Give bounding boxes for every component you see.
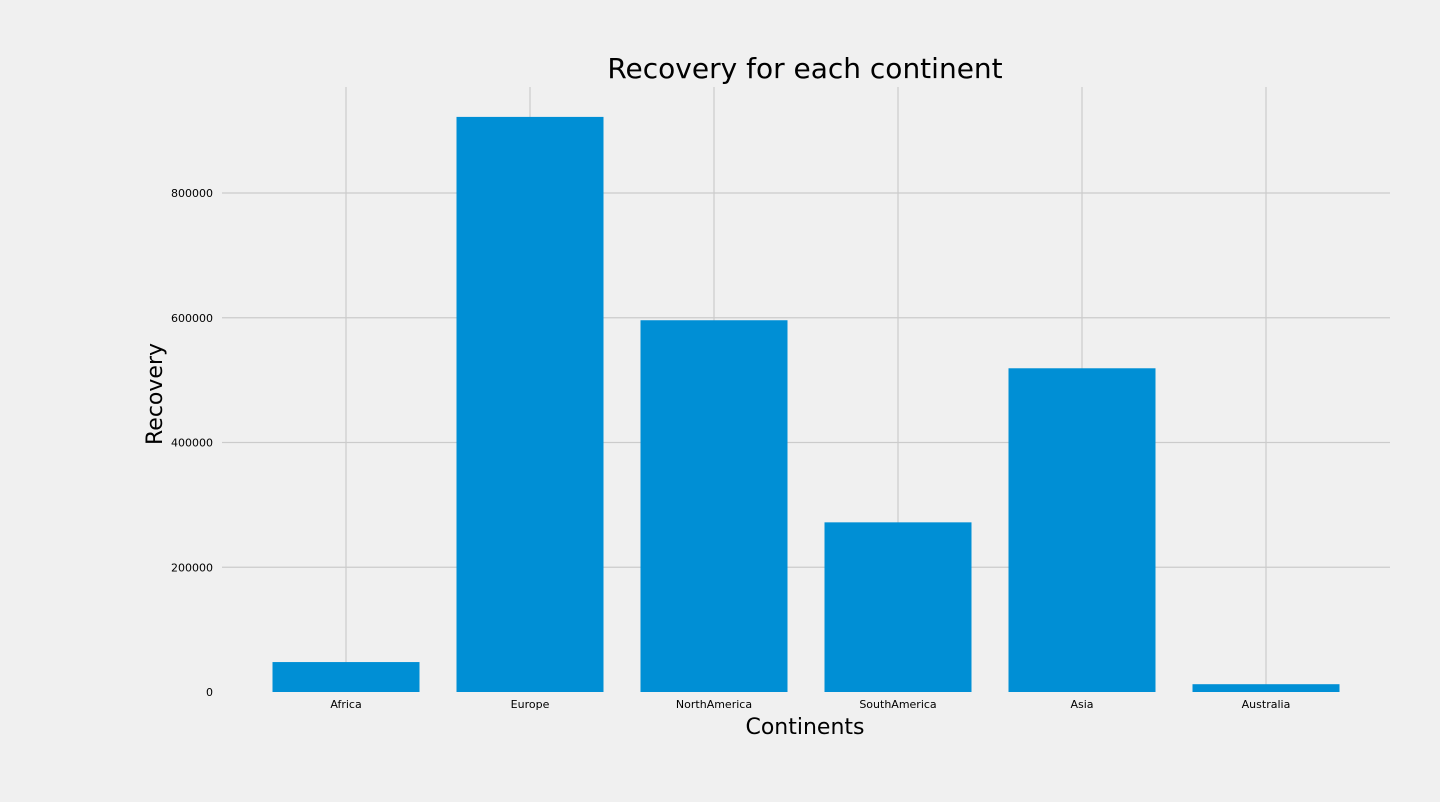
y-tick-label: 0 — [206, 686, 213, 699]
y-axis-label: Recovery — [143, 343, 168, 445]
bar-northamerica — [640, 320, 788, 692]
grid-lines — [222, 87, 1390, 692]
bar-africa — [272, 662, 420, 692]
x-axis-label: Continents — [745, 715, 864, 740]
y-tick-label: 800000 — [171, 187, 213, 200]
x-tick-label: Asia — [1070, 698, 1093, 711]
y-tick-label: 200000 — [171, 561, 213, 574]
bar-asia — [1008, 368, 1156, 692]
x-tick-label: SouthAmerica — [859, 698, 936, 711]
x-tick-label: NorthAmerica — [676, 698, 752, 711]
y-tick-label: 600000 — [171, 312, 213, 325]
x-tick-label: Africa — [330, 698, 361, 711]
y-tick-labels: 0 200000 400000 600000 800000 — [171, 187, 213, 699]
x-tick-labels: Africa Europe NorthAmerica SouthAmerica Asia… — [330, 698, 1290, 711]
chart-title: Recovery for each continent — [607, 52, 1002, 85]
bars — [272, 116, 1340, 693]
bar-europe — [456, 116, 604, 693]
x-tick-label: Australia — [1242, 698, 1291, 711]
x-tick-label: Europe — [511, 698, 550, 711]
bar-australia — [1192, 684, 1340, 692]
bar-southamerica — [824, 522, 972, 692]
y-tick-label: 400000 — [171, 437, 213, 450]
